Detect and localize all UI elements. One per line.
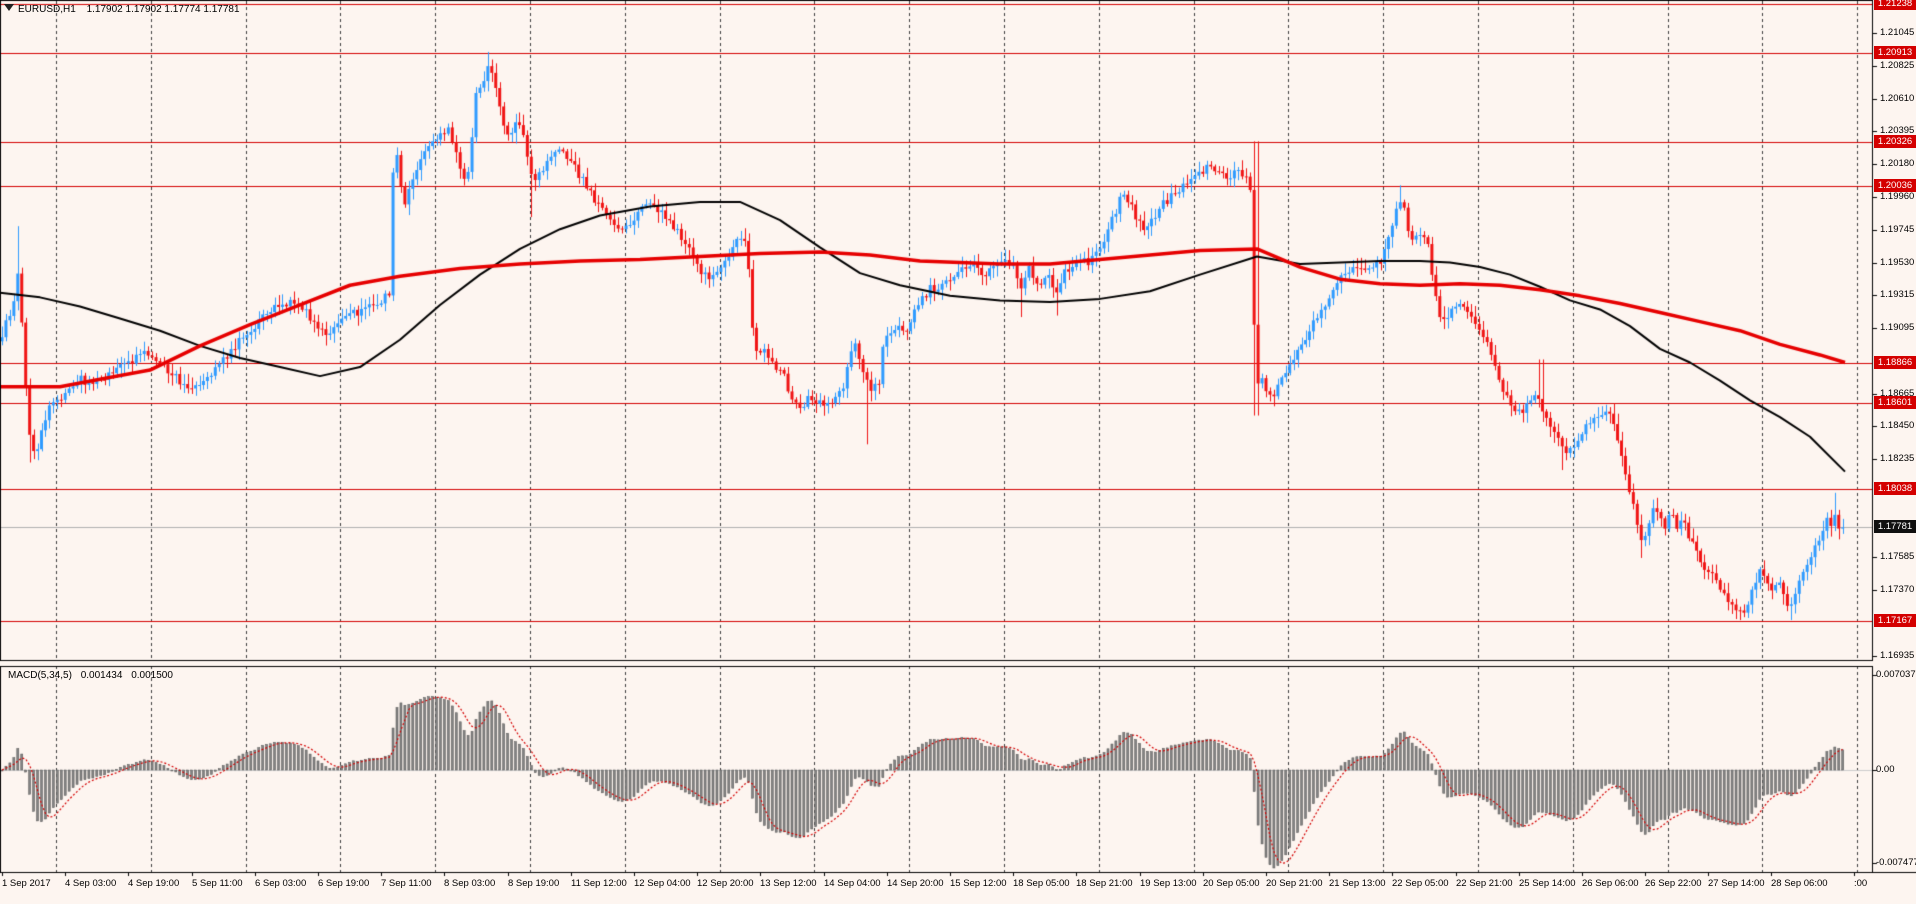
time-tick-label: 19 Sep 13:00 [1140,878,1197,889]
price-level-badge[interactable]: 1.18866 [1874,356,1916,369]
macd-indicator-label: MACD(5,34,5) 0.001434 0.001500 [8,669,179,682]
price-level-badge[interactable]: 1.21238 [1874,0,1916,10]
ohlc-quote-label: 1.17902 1.17902 1.17774 1.17781 [86,4,240,15]
time-tick-label: 26 Sep 22:00 [1645,878,1702,889]
price-tick-label: 1.17370 [1880,584,1915,595]
current-price-badge: 1.17781 [1874,520,1916,533]
time-tick-label: 20 Sep 21:00 [1266,878,1323,889]
price-level-badge[interactable]: 1.18038 [1874,482,1916,495]
price-tick-label: 1.18665 [1880,388,1915,399]
price-tick-label: 1.19530 [1880,257,1915,268]
time-tick-label: 22 Sep 21:00 [1456,878,1513,889]
symbol-period-label: EURUSD,H1 [18,4,76,15]
price-tick-label: 1.20825 [1880,60,1915,71]
price-tick-label: 1.16935 [1880,650,1915,661]
macd-tick-label: -0.007477 [1876,857,1916,868]
time-tick-label: 20 Sep 05:00 [1203,878,1260,889]
time-tick-label: 12 Sep 04:00 [634,878,691,889]
time-tick-label: 14 Sep 04:00 [824,878,881,889]
macd-signal-value: 0.001500 [131,670,173,681]
time-tick-label: 4 Sep 19:00 [128,878,180,889]
time-tick-label: 4 Sep 03:00 [65,878,117,889]
time-tick-label: 8 Sep 19:00 [508,878,560,889]
time-tick-label: 7 Sep 11:00 [381,878,432,889]
price-tick-label: 1.19745 [1880,224,1915,235]
price-tick-label: 1.20395 [1880,125,1915,136]
macd-main-value: 0.001434 [80,670,123,681]
price-level-badge[interactable]: 1.17167 [1874,614,1916,627]
price-level-badge[interactable]: 1.20036 [1874,179,1916,192]
time-tick-label: 27 Sep 14:00 [1708,878,1765,889]
time-tick-label: 1 Sep 2017 [2,878,51,889]
time-tick-label: 6 Sep 03:00 [255,878,307,889]
price-level-badge[interactable]: 1.20326 [1874,135,1916,148]
macd-name-label: MACD(5,34,5) [8,670,72,681]
price-tick-label: 1.17585 [1880,551,1915,562]
time-tick-label: 14 Sep 20:00 [887,878,944,889]
time-tick-label: 25 Sep 14:00 [1519,878,1576,889]
time-tick-label: 18 Sep 21:00 [1076,878,1133,889]
time-tick-label: 8 Sep 03:00 [444,878,496,889]
price-tick-label: 1.18235 [1880,453,1915,464]
macd-tick-label: 0.007037 [1876,669,1916,680]
macd-tick-label: 0.00 [1876,764,1895,775]
price-level-badge[interactable]: 1.20913 [1874,46,1916,59]
time-tick-label: 6 Sep 19:00 [318,878,370,889]
time-tick-label: 26 Sep 06:00 [1582,878,1639,889]
time-tick-label: 22 Sep 05:00 [1392,878,1449,889]
price-tick-label: 1.18450 [1880,420,1915,431]
price-tick-label: 1.20180 [1880,158,1915,169]
time-tick-label: 12 Sep 20:00 [697,878,754,889]
price-tick-label: 1.19315 [1880,289,1915,300]
time-tick-label: 28 Sep 06:00 [1771,878,1828,889]
price-tick-label: 1.21045 [1880,27,1915,38]
price-tick-label: 1.20610 [1880,93,1915,104]
price-level-badge[interactable]: 1.18601 [1874,396,1916,409]
time-tick-label: 18 Sep 05:00 [1013,878,1070,889]
time-tick-label: 13 Sep 12:00 [760,878,817,889]
time-tick-label: :00 [1854,878,1868,889]
price-tick-label: 1.19960 [1880,191,1915,202]
time-tick-label: 15 Sep 12:00 [950,878,1007,889]
chart-title: EURUSD,H1 1.17902 1.17902 1.17774 1.1778… [18,3,240,16]
symbol-dropdown-icon[interactable] [4,4,14,11]
time-tick-label: 5 Sep 11:00 [192,878,243,889]
price-tick-label: 1.19095 [1880,322,1915,333]
time-tick-label: 21 Sep 13:00 [1329,878,1386,889]
time-tick-label: 11 Sep 12:00 [571,878,627,889]
